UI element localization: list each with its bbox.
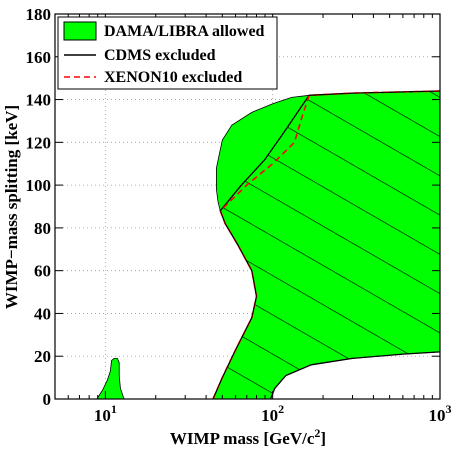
y-tick-label: 0: [43, 390, 52, 409]
legend: DAMA/LIBRA allowed CDMS excluded XENON10…: [57, 16, 278, 90]
x-tick-label: 101: [94, 402, 117, 425]
y-tick-label: 140: [26, 91, 52, 110]
legend-label-cdms: CDMS excluded: [104, 47, 216, 64]
legend-label-dama: DAMA/LIBRA allowed: [104, 23, 265, 40]
dama-outline-2: [212, 90, 440, 399]
dama-region-1: [96, 358, 125, 399]
y-tick-labels: 0 20 40 60 80 100 120 140 160 180: [26, 5, 52, 409]
y-tick-label: 120: [26, 133, 52, 152]
y-tick-label: 180: [26, 5, 52, 24]
legend-swatch-dama: [63, 21, 97, 41]
allowed-regions: [96, 91, 440, 399]
excluded-hatch: [213, 91, 440, 399]
y-tick-label: 60: [34, 262, 51, 281]
legend-label-xenon: XENON10 excluded: [104, 69, 242, 86]
dama-outline-1: [96, 358, 125, 399]
y-tick-label: 160: [26, 48, 52, 67]
exclusion-curves: [96, 90, 440, 399]
y-tick-label: 20: [34, 347, 51, 366]
y-tick-label: 40: [34, 304, 51, 323]
plot-frame: [54, 13, 441, 400]
y-axis-label: WIMP−mass splitting [keV]: [2, 105, 21, 309]
y-tick-label: 80: [34, 219, 51, 238]
x-tick-labels: 101 102 103: [94, 402, 452, 425]
x-axis-label: WIMP mass [GeV/c2]: [170, 426, 326, 448]
y-tick-label: 100: [26, 176, 52, 195]
x-tick-label: 103: [429, 402, 452, 425]
x-tick-label: 102: [261, 402, 284, 425]
